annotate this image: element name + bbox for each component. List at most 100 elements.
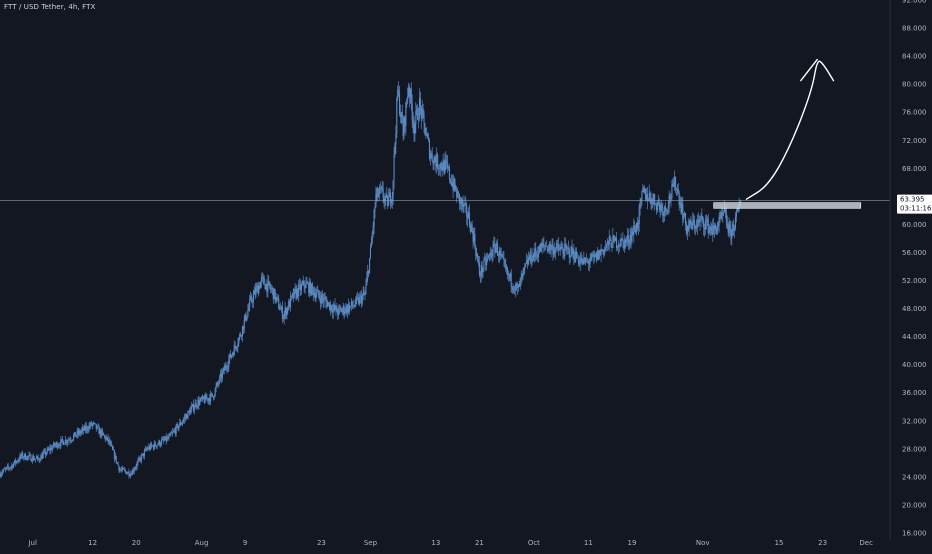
candle-body [691,224,693,229]
candle-body [661,205,663,208]
candle-body [310,283,312,295]
candle-body [176,424,178,426]
candle-body [511,286,513,288]
candle-body [671,184,673,198]
candle-body [1,473,3,475]
candle-body [216,382,218,387]
candle-body [536,253,539,258]
candle-body [88,425,90,431]
candle-body [11,465,13,467]
candle-body [326,301,328,307]
candle-body [281,306,283,319]
candle-body [23,457,25,458]
candle-body [417,108,419,120]
candle-body [724,207,727,212]
candle-body [18,460,20,461]
candle-body [394,143,396,154]
candle-body [201,397,203,400]
candle-body [388,196,390,207]
candle-body [484,258,486,260]
candle-body [621,238,623,239]
candle-body [220,373,222,377]
candle-body [293,288,295,298]
candle-body [446,161,448,163]
candle-body [476,254,478,256]
price-axis: 92.000 88.000 84.000 80.000 76.000 72.000 68.0… [889,0,927,540]
time-tick-label: Sep [364,539,378,547]
candle-body [630,235,632,242]
candle-body [674,176,676,187]
candle-body [143,450,145,457]
price-tick-label: 24.000 [902,473,927,481]
candle-body [736,207,738,212]
candle-body [489,252,491,255]
candle-body [353,306,355,307]
price-tick-label: 48.000 [902,305,927,313]
candle-body [706,218,708,222]
candle-body [605,247,607,249]
candle-body [314,292,316,299]
candle-body [256,285,258,289]
candle-body [315,294,317,299]
candle-body [463,204,465,207]
candle-body [62,438,64,442]
candle-body [633,225,635,235]
price-tick-label: 72.000 [902,137,927,145]
candle-body [421,108,423,119]
candle-body [366,277,368,286]
candle-body [634,225,636,230]
candle-body [681,204,683,213]
candle-body [413,123,415,134]
candle-body [270,286,272,290]
candle-body [518,284,520,287]
candle-body [327,303,329,307]
candle-body [299,284,302,291]
candle-body [58,445,60,446]
candle-body [348,304,350,312]
candle-body [497,243,499,256]
candle-body [82,427,85,431]
candle-body [351,301,353,306]
candle-body [578,262,580,265]
candle-body [240,335,243,337]
candle-body [583,257,585,260]
candle-body [317,290,319,292]
candle-body [385,194,387,199]
candle-body [118,465,120,471]
candle-body [550,246,552,251]
candle-body [677,189,679,193]
candle-body [257,285,259,294]
candle-body [372,226,374,233]
candle-body [197,400,199,407]
candle-body [487,257,489,260]
candle-body [71,440,73,442]
candle-body [264,284,266,290]
price-tick-label: 92.000 [902,0,927,5]
candle-body [70,440,72,442]
candle-body [112,449,115,451]
candle-body [582,259,584,264]
candle-body [604,248,606,254]
candle-body [278,298,280,309]
candle-body [603,249,605,254]
candle-body [715,229,717,234]
candle-body [230,353,232,358]
candle-body [303,280,305,287]
current-price-label-bg [897,194,932,214]
candle-body [29,454,31,456]
candle-body [427,134,429,137]
candle-body [400,112,402,117]
candle-body [250,296,253,302]
candle-body [569,256,571,258]
candle-body [96,426,98,429]
candle-body [649,193,651,198]
candle-body [3,469,5,472]
candle-body [146,448,148,450]
candle-body [478,263,480,275]
candle-body [534,248,536,258]
candle-body [435,161,437,168]
candle-body [333,304,335,308]
candle-body [324,297,326,299]
